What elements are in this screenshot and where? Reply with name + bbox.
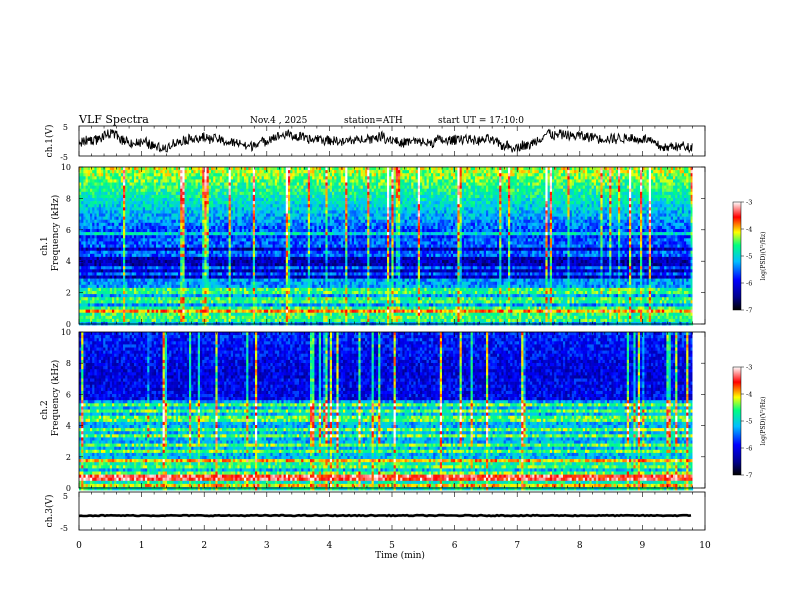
time-axis-tick-10: 10 — [699, 541, 711, 551]
time-axis-tick-2: 2 — [201, 541, 207, 551]
time-axis-tick-4: 4 — [327, 541, 333, 551]
time-axis: 0 1 2 3 4 5 6 7 8 9 10 — [76, 541, 711, 551]
ch1-waveform-line — [79, 130, 692, 153]
ch2-spectrogram-ytick-10: 10 — [61, 328, 71, 337]
time-axis-tick-1: 1 — [139, 541, 145, 551]
time-axis-tick-6: 6 — [452, 541, 458, 551]
ch2-colorbar-tick--6: -6 — [746, 445, 752, 453]
ch1-spectrogram-ytick-2: 2 — [66, 289, 71, 298]
start-ut-label: start UT = 17:10:0 — [438, 116, 524, 126]
ch2-colorbar-label: log(PSD)(V²/Hz) — [760, 397, 767, 446]
ch1-spectrogram-ytick-6: 6 — [66, 226, 71, 235]
ch1-colorbar: -3 -4 -5 -6 -7 log(PSD)(V²/Hz) — [733, 199, 767, 315]
ch1-colorbar-tick--3: -3 — [746, 199, 752, 207]
ch2-spectrogram-ytick-8: 8 — [66, 359, 71, 368]
ch3-waveform-panel: 5 -5 ch.3(V) — [44, 492, 705, 533]
ch1-waveform-ytick-bottom: -5 — [60, 153, 68, 162]
ch3-waveform-ytick-top: 5 — [63, 492, 68, 501]
ch1-spectrogram-heatmap — [79, 167, 705, 325]
ch1-colorbar-tick--6: -6 — [746, 280, 752, 288]
ch2-colorbar-tick--5: -5 — [746, 418, 752, 426]
ch1-waveform-ytick-top: 5 — [63, 123, 68, 132]
ch3-waveform-ylabel: ch.3(V) — [44, 495, 55, 528]
ch1-spectrogram-ylabel-frequency: Frequency (kHz) — [50, 195, 61, 272]
ch1-spectrogram-ytick-10: 10 — [61, 163, 71, 172]
ch2-colorbar: -3 -4 -5 -6 -7 log(PSD)(V²/Hz) — [733, 364, 767, 480]
ch2-spectrogram-ytick-4: 4 — [66, 422, 71, 431]
ch3-waveform-ticks — [79, 492, 705, 530]
ch2-colorbar-gradient — [733, 367, 741, 475]
date-label: Nov.4 , 2025 — [250, 116, 308, 126]
ch1-colorbar-label: log(PSD)(V²/Hz) — [760, 232, 767, 281]
ch1-colorbar-tick--4: -4 — [746, 226, 752, 234]
ch3-waveform-ytick-bottom: -5 — [60, 524, 68, 533]
ch3-waveform-line — [79, 515, 691, 516]
station-label: station=ATH — [344, 116, 403, 126]
ch2-spectrogram-ytick-2: 2 — [66, 453, 71, 462]
ch1-spectrogram-ytick-8: 8 — [66, 194, 71, 203]
ch2-spectrogram-ylabel-channel: ch.2 — [40, 400, 50, 419]
ch2-colorbar-tick--4: -4 — [746, 391, 752, 399]
ch1-spectrogram-ytick-4: 4 — [66, 257, 71, 266]
ch1-spectrogram-ylabel-channel: ch.1 — [40, 236, 50, 255]
ch2-spectrogram-heatmap — [79, 332, 705, 490]
chart-title: VLF Spectra — [78, 113, 149, 126]
ch1-colorbar-tick--5: -5 — [746, 253, 752, 261]
ch1-colorbar-gradient — [733, 202, 741, 310]
vlf-spectra-figure: VLF Spectra Nov.4 , 2025 station=ATH sta… — [0, 0, 792, 612]
time-axis-tick-7: 7 — [514, 541, 520, 551]
ch1-waveform-panel: 5 -5 ch.1(V) — [44, 123, 705, 162]
time-axis-tick-8: 8 — [577, 541, 583, 551]
time-axis-tick-5: 5 — [389, 541, 395, 551]
ch3-waveform-frame — [79, 492, 705, 530]
time-axis-tick-3: 3 — [264, 541, 270, 551]
ch1-waveform-ylabel: ch.1(V) — [44, 125, 55, 158]
ch2-colorbar-tick--7: -7 — [746, 472, 752, 480]
time-axis-tick-9: 9 — [640, 541, 646, 551]
ch2-spectrogram-ylabel-frequency: Frequency (kHz) — [50, 360, 61, 437]
ch2-spectrogram-ytick-6: 6 — [66, 390, 71, 399]
time-axis-label: Time (min) — [375, 550, 425, 561]
ch2-colorbar-tick--3: -3 — [746, 364, 752, 372]
time-axis-tick-0: 0 — [76, 541, 82, 551]
ch1-colorbar-tick--7: -7 — [746, 307, 752, 315]
